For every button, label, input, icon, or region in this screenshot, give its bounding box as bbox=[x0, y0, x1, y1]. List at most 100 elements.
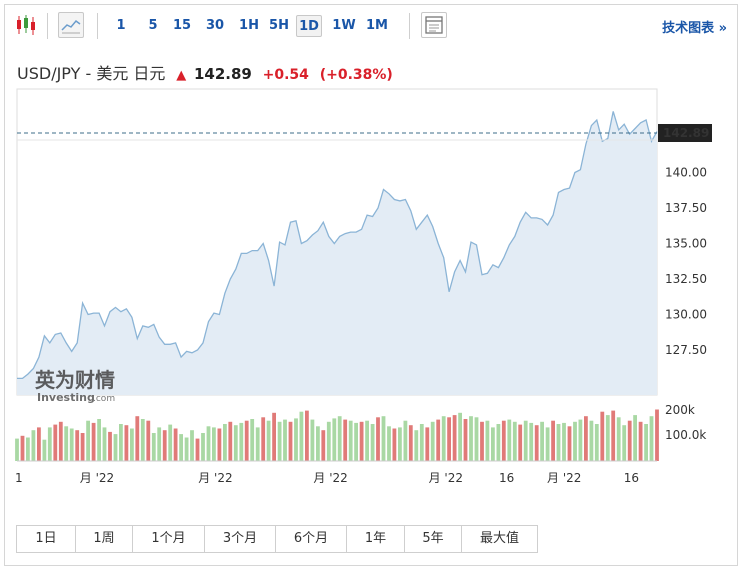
volume-bar bbox=[589, 420, 594, 461]
volume-bar bbox=[42, 439, 47, 461]
volume-bar bbox=[113, 434, 118, 461]
volume-bar bbox=[551, 420, 555, 461]
volume-bar bbox=[206, 426, 211, 461]
volume-bar bbox=[573, 421, 577, 461]
volume-bar bbox=[47, 427, 52, 461]
interval-button-1m[interactable]: 1M bbox=[366, 18, 388, 33]
volume-bar bbox=[332, 418, 337, 461]
y-tick-label: 130.00 bbox=[665, 308, 707, 322]
instrument-title: USD/JPY - 美元 日元 bbox=[17, 64, 166, 83]
volume-bar bbox=[507, 419, 512, 461]
y-tick-label: 137.50 bbox=[665, 201, 707, 215]
volume-bar bbox=[140, 419, 145, 461]
volume-bar bbox=[594, 424, 599, 461]
volume-bar bbox=[562, 422, 566, 461]
volume-bar bbox=[458, 412, 462, 461]
volume-bar bbox=[469, 416, 473, 461]
interval-button-15[interactable]: 15 bbox=[172, 18, 192, 33]
volume-bar bbox=[299, 411, 304, 461]
volume-bar bbox=[53, 424, 58, 461]
volume-bar bbox=[86, 420, 90, 461]
volume-bar bbox=[408, 425, 413, 461]
volume-bar bbox=[534, 425, 539, 461]
period-button-6[interactable]: 5年 bbox=[405, 526, 462, 552]
volume-bar bbox=[605, 415, 610, 461]
line-chart-icon[interactable] bbox=[58, 12, 84, 38]
volume-bar bbox=[649, 416, 654, 461]
period-button-2[interactable]: 1个月 bbox=[133, 526, 205, 552]
volume-bar bbox=[463, 419, 468, 461]
x-tick-label: 月 '22 bbox=[198, 471, 232, 485]
period-button-5[interactable]: 1年 bbox=[347, 526, 405, 552]
volume-bar bbox=[31, 430, 36, 461]
volume-bar bbox=[337, 416, 342, 461]
interval-button-1d[interactable]: 1D bbox=[296, 15, 322, 37]
interval-button-5[interactable]: 5 bbox=[148, 18, 158, 33]
volume-bar bbox=[529, 422, 534, 461]
technical-chart-link[interactable]: 技术图表 » bbox=[662, 21, 727, 36]
volume-bar bbox=[157, 427, 162, 461]
volume-bar bbox=[556, 424, 561, 461]
x-tick-label: 月 '22 bbox=[80, 471, 114, 485]
volume-bar bbox=[485, 420, 490, 461]
last-price: 142.89 bbox=[193, 65, 252, 83]
volume-bar bbox=[474, 417, 479, 461]
chart-widget: 1 5 15 30 1H 5H 1D 1W 1M 技术图表 » USD/JPY - 美元 日元 … bbox=[4, 4, 738, 566]
volume-bar bbox=[162, 430, 167, 461]
interval-button-1h[interactable]: 1H bbox=[239, 18, 259, 33]
x-tick-label: 16 bbox=[499, 471, 514, 485]
volume-bar bbox=[255, 427, 260, 461]
volume-bar bbox=[584, 416, 588, 461]
x-tick-label: 月 '22 bbox=[547, 471, 581, 485]
volume-bar bbox=[540, 421, 544, 461]
volume-bar bbox=[26, 437, 30, 461]
volume-bar bbox=[173, 428, 178, 461]
x-tick-label: 月 '22 bbox=[313, 471, 347, 485]
volume-bar bbox=[69, 428, 74, 461]
volume-bar bbox=[326, 421, 331, 461]
price-change-percent: (+0.38%) bbox=[319, 67, 393, 83]
volume-bar bbox=[168, 424, 173, 461]
period-button-1[interactable]: 1周 bbox=[76, 526, 133, 552]
volume-bar bbox=[272, 412, 276, 461]
price-chart[interactable]: 127.50 130.00 132.50 135.00 137.50 140.00 142.… bbox=[5, 5, 737, 505]
interval-button-5h[interactable]: 5H bbox=[269, 18, 289, 33]
volume-bar bbox=[518, 424, 523, 461]
volume-bar bbox=[381, 416, 386, 461]
volume-bar bbox=[124, 425, 129, 461]
watermark-en: Investing bbox=[37, 391, 95, 404]
volume-bar bbox=[365, 420, 369, 461]
volume-bar bbox=[316, 426, 320, 461]
volume-bar bbox=[441, 416, 446, 461]
chart-settings-icon[interactable] bbox=[421, 12, 447, 38]
volume-bar bbox=[195, 438, 200, 461]
interval-button-1[interactable]: 1 bbox=[116, 18, 126, 33]
volume-bar bbox=[359, 421, 364, 461]
period-button-4[interactable]: 6个月 bbox=[276, 526, 347, 552]
period-button-0[interactable]: 1日 bbox=[17, 526, 76, 552]
volume-bar bbox=[616, 417, 621, 461]
y-tick-label: 132.50 bbox=[665, 272, 707, 286]
interval-button-1w[interactable]: 1W bbox=[332, 18, 356, 33]
volume-bar bbox=[37, 427, 41, 461]
volume-bar bbox=[491, 427, 495, 461]
volume-bar bbox=[392, 428, 397, 461]
volume-bar bbox=[496, 424, 501, 461]
volume-bar bbox=[310, 419, 315, 461]
volume-bar bbox=[277, 421, 282, 461]
y-tick-label: 135.00 bbox=[665, 237, 707, 251]
toolbar-separator bbox=[97, 13, 98, 39]
volume-bar bbox=[354, 422, 358, 461]
volume-bar bbox=[97, 419, 101, 461]
volume-bar bbox=[201, 433, 205, 461]
interval-button-30[interactable]: 30 bbox=[205, 18, 225, 33]
period-button-7[interactable]: 最大值 bbox=[462, 526, 537, 552]
volume-bar bbox=[283, 419, 287, 461]
period-button-3[interactable]: 3个月 bbox=[205, 526, 276, 552]
volume-bar bbox=[223, 424, 227, 461]
volume-bar bbox=[501, 420, 506, 461]
volume-bar bbox=[655, 409, 659, 461]
candlestick-icon[interactable] bbox=[13, 12, 39, 38]
volume-bar bbox=[480, 421, 484, 461]
volume-bar bbox=[321, 430, 326, 461]
